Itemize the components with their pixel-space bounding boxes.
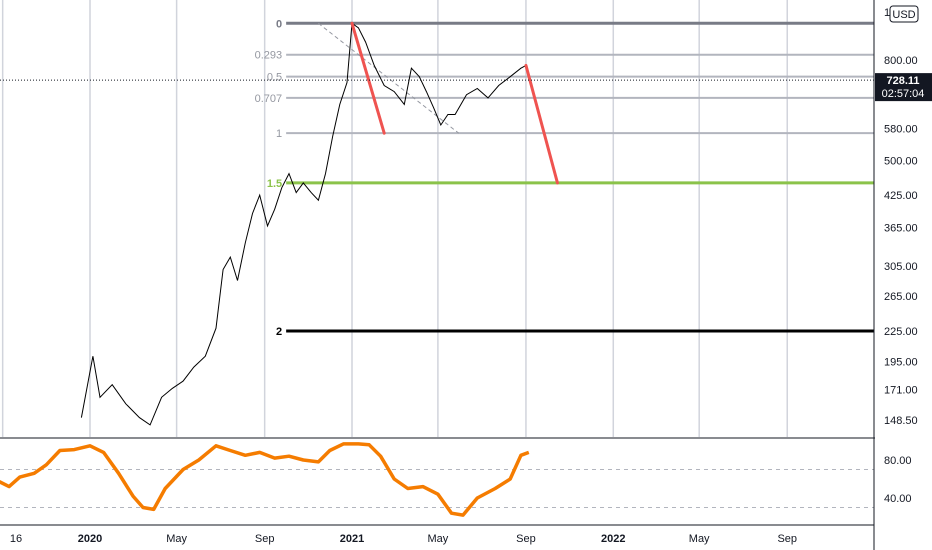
price-tick-label: 305.00	[884, 261, 918, 273]
time-tick-label: 16	[10, 533, 22, 545]
price-tick-label: 800.00	[884, 55, 918, 67]
oscillator-line	[0, 442, 530, 517]
price-tick-label: 171.00	[884, 385, 918, 397]
projection-segment	[350, 21, 386, 135]
price-tick-label: 265.00	[884, 291, 918, 303]
axis-corner	[875, 525, 932, 550]
price-tick-label: 425.00	[884, 190, 918, 202]
time-tick-label: May	[428, 533, 449, 545]
currency-button[interactable]	[889, 5, 919, 23]
price-series-line	[80, 22, 527, 426]
fib-level-label: 0.293	[255, 50, 283, 62]
projection-segment	[524, 63, 559, 185]
fib-level-label: 0	[276, 18, 282, 30]
currency-button-label: USD	[892, 9, 915, 21]
price-axis-ticks: 800.00 580.00 500.00 425.00 365.00 305.00 265.…	[884, 55, 918, 427]
fib-level-label: 1.5	[267, 178, 282, 190]
time-tick-label: Sep	[516, 533, 536, 545]
time-tick-label: May	[689, 533, 710, 545]
fibonacci-trend-line	[318, 22, 459, 134]
vertical-gridlines	[1, 0, 788, 437]
time-tick-label: May	[166, 533, 187, 545]
time-axis-ticks: 16 2020 May Sep 2021 May Sep 2022 May Sep	[10, 533, 797, 545]
oscillator-dashed-levels	[0, 469, 874, 508]
time-tick-label: 2021	[340, 533, 364, 545]
price-tick-label: 365.00	[884, 223, 918, 235]
fibonacci-labels: 0 0.293 0.5 0.707 1 1.5 2	[255, 18, 283, 338]
fib-level-label: 1	[276, 128, 282, 140]
time-tick-label: 2020	[78, 533, 102, 545]
price-tick-label: 580.00	[884, 124, 918, 136]
time-tick-label: Sep	[255, 533, 275, 545]
price-tick-label: 500.00	[884, 155, 918, 167]
oscillator-tick-label: 80.00	[884, 455, 912, 467]
projection-lines	[350, 21, 559, 185]
last-price-countdown: 02:57:04	[882, 88, 925, 100]
time-tick-label: Sep	[777, 533, 797, 545]
oscillator-axis-ticks: 80.00 40.00	[884, 455, 912, 505]
last-price-label: 728.11	[886, 75, 919, 87]
last-price-badge: 728.11 02:57:04	[875, 73, 932, 102]
fib-level-label: 0.5	[267, 72, 282, 84]
price-tick-label: 225.00	[884, 326, 918, 338]
price-tick-label: 195.00	[884, 357, 918, 369]
time-tick-label: 2022	[601, 533, 625, 545]
fibonacci-levels	[286, 21, 874, 333]
fib-level-label: 0.707	[255, 93, 283, 105]
price-tick-label: 148.50	[884, 415, 918, 427]
oscillator-tick-label: 40.00	[884, 493, 912, 505]
fib-level-label: 2	[276, 326, 282, 338]
